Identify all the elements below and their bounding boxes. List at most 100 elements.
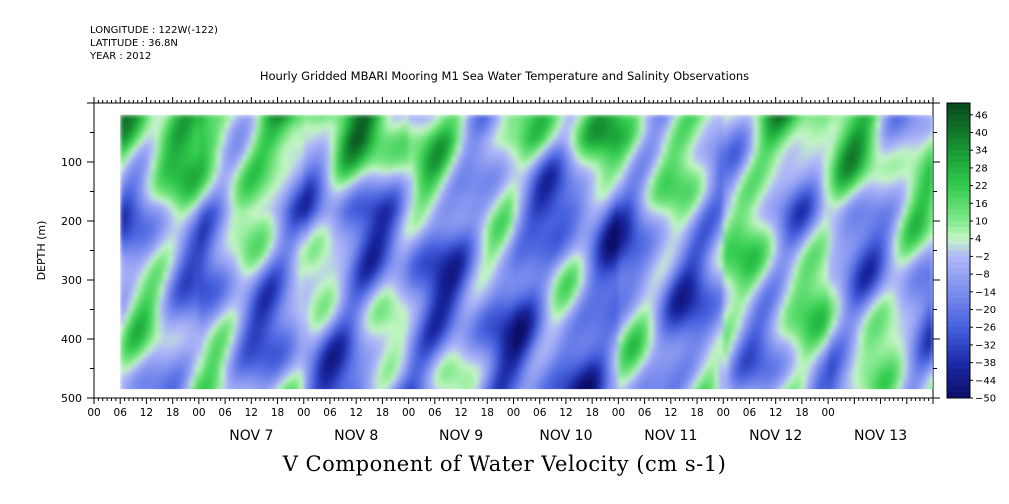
colorbar-band	[947, 303, 970, 310]
colorbar-label: 46	[975, 110, 988, 121]
colorbar-band	[947, 191, 970, 198]
x-tick-label: 18	[376, 407, 389, 419]
colorbar-band	[947, 309, 970, 316]
colorbar-band	[947, 315, 970, 322]
x-tick-label: 12	[140, 407, 153, 419]
x-tick-label: 06	[218, 407, 232, 419]
x-tick-label: 18	[585, 407, 598, 419]
colorbar-label: −8	[975, 270, 990, 281]
x-tick-label: 06	[533, 407, 547, 419]
colorbar-band	[947, 114, 970, 122]
colorbar-label: −50	[975, 394, 996, 405]
colorbar-band	[947, 327, 970, 334]
x-tick-label: 12	[769, 407, 782, 419]
x-day-label: NOV 12	[749, 428, 802, 444]
colorbar-band	[947, 285, 970, 293]
colorbar-band	[947, 244, 970, 251]
x-day-label: NOV 8	[334, 428, 378, 444]
colorbar-band	[947, 250, 970, 257]
colorbar-label: −44	[975, 376, 996, 387]
x-tick-label: 06	[428, 407, 442, 419]
x-day-label: NOV 9	[439, 428, 483, 444]
y-tick-label: 500	[61, 392, 82, 405]
x-tick-label: 00	[192, 407, 205, 419]
axes: 00 06 12 18 00 06 12 18 00 06 12 18 00 06 12 18 00 06 12 18…	[61, 97, 940, 444]
colorbar-band	[947, 203, 970, 210]
colorbar-band	[947, 280, 970, 287]
colorbar-band	[947, 108, 970, 116]
colorbar-label: 22	[975, 181, 988, 192]
x-tick-label: 00	[612, 407, 625, 419]
x-day-label: NOV 11	[644, 428, 697, 444]
x-tick-label: 12	[664, 407, 677, 419]
colorbar-band	[947, 291, 970, 299]
colorbar-band	[947, 344, 970, 352]
colorbar-band	[947, 368, 970, 375]
y-axis-label: DEPTH (m)	[35, 221, 48, 281]
y-tick-label: 300	[61, 274, 82, 287]
colorbar-band	[947, 173, 970, 181]
x-tick-label: 00	[507, 407, 520, 419]
x-day-label: NOV 10	[539, 428, 592, 444]
colorbar-label: 16	[975, 199, 988, 210]
colorbar-band	[947, 215, 970, 222]
colorbar-band	[947, 274, 970, 281]
colorbar-band	[947, 185, 970, 192]
colorbar-band	[947, 339, 970, 346]
colorbar-band	[947, 167, 970, 175]
metadata-block: LONGITUDE : 122W(-122) LATITUDE : 36.8N …	[90, 24, 218, 63]
x-tick-label: 18	[166, 407, 179, 419]
x-day-label: NOV 13	[854, 428, 907, 444]
colorbar-band	[947, 197, 970, 204]
y-tick-label: 100	[61, 156, 82, 169]
x-tick-label: 18	[795, 407, 808, 419]
colorbar-band	[947, 297, 970, 305]
chart-title: Hourly Gridded MBARI Mooring M1 Sea Wate…	[0, 69, 1009, 83]
colorbar-frame	[946, 102, 971, 399]
colorbar-label: −14	[975, 287, 996, 298]
colorbar-band	[947, 156, 970, 163]
colorbar-band	[947, 209, 970, 216]
colorbar-label: 40	[975, 128, 988, 139]
colorbar-band	[947, 144, 970, 151]
colorbar-label: 10	[975, 217, 988, 228]
colorbar: 46 40 34 28 22 16 10 4 −2 −8 −14 −20 −26 −32 −38 −44 −50	[946, 102, 996, 405]
chart-subtitle: V Component of Water Velocity (cm s-1)	[0, 452, 1009, 476]
colorbar-band	[947, 226, 970, 234]
heatmap-cells	[120, 114, 933, 390]
colorbar-band	[947, 132, 970, 139]
colorbar-label: −32	[975, 340, 996, 351]
colorbar-band	[947, 392, 970, 399]
x-tick-label: 12	[454, 407, 467, 419]
colorbar-band	[947, 221, 970, 228]
colorbar-band	[947, 333, 970, 340]
x-day-label: NOV 7	[229, 428, 273, 444]
colorbar-band	[947, 162, 970, 169]
colorbar-band	[947, 232, 970, 240]
x-tick-label: 18	[481, 407, 494, 419]
y-tick-label: 200	[61, 215, 82, 228]
y-tick-label: 400	[61, 333, 82, 346]
colorbar-label: 34	[975, 146, 988, 157]
latitude-label: LATITUDE : 36.8N	[90, 37, 218, 50]
x-tick-label: 06	[323, 407, 337, 419]
colorbar-band	[947, 362, 970, 369]
x-tick-label: 06	[743, 407, 757, 419]
colorbar-label: −26	[975, 323, 996, 334]
colorbar-band	[947, 179, 970, 187]
x-tick-label: 18	[271, 407, 284, 419]
x-tick-label: 18	[690, 407, 703, 419]
colorbar-band	[947, 120, 970, 128]
colorbar-band	[947, 126, 970, 133]
x-tick-label: 00	[297, 407, 310, 419]
year-label: YEAR : 2012	[90, 50, 218, 63]
x-tick-label: 06	[638, 407, 652, 419]
colorbar-band	[947, 256, 970, 263]
colorbar-band	[947, 268, 970, 275]
colorbar-band	[947, 103, 970, 110]
colorbar-label: −20	[975, 305, 996, 316]
colorbar-band	[947, 356, 970, 364]
colorbar-label: 4	[975, 234, 981, 245]
x-tick-label: 00	[821, 407, 834, 419]
